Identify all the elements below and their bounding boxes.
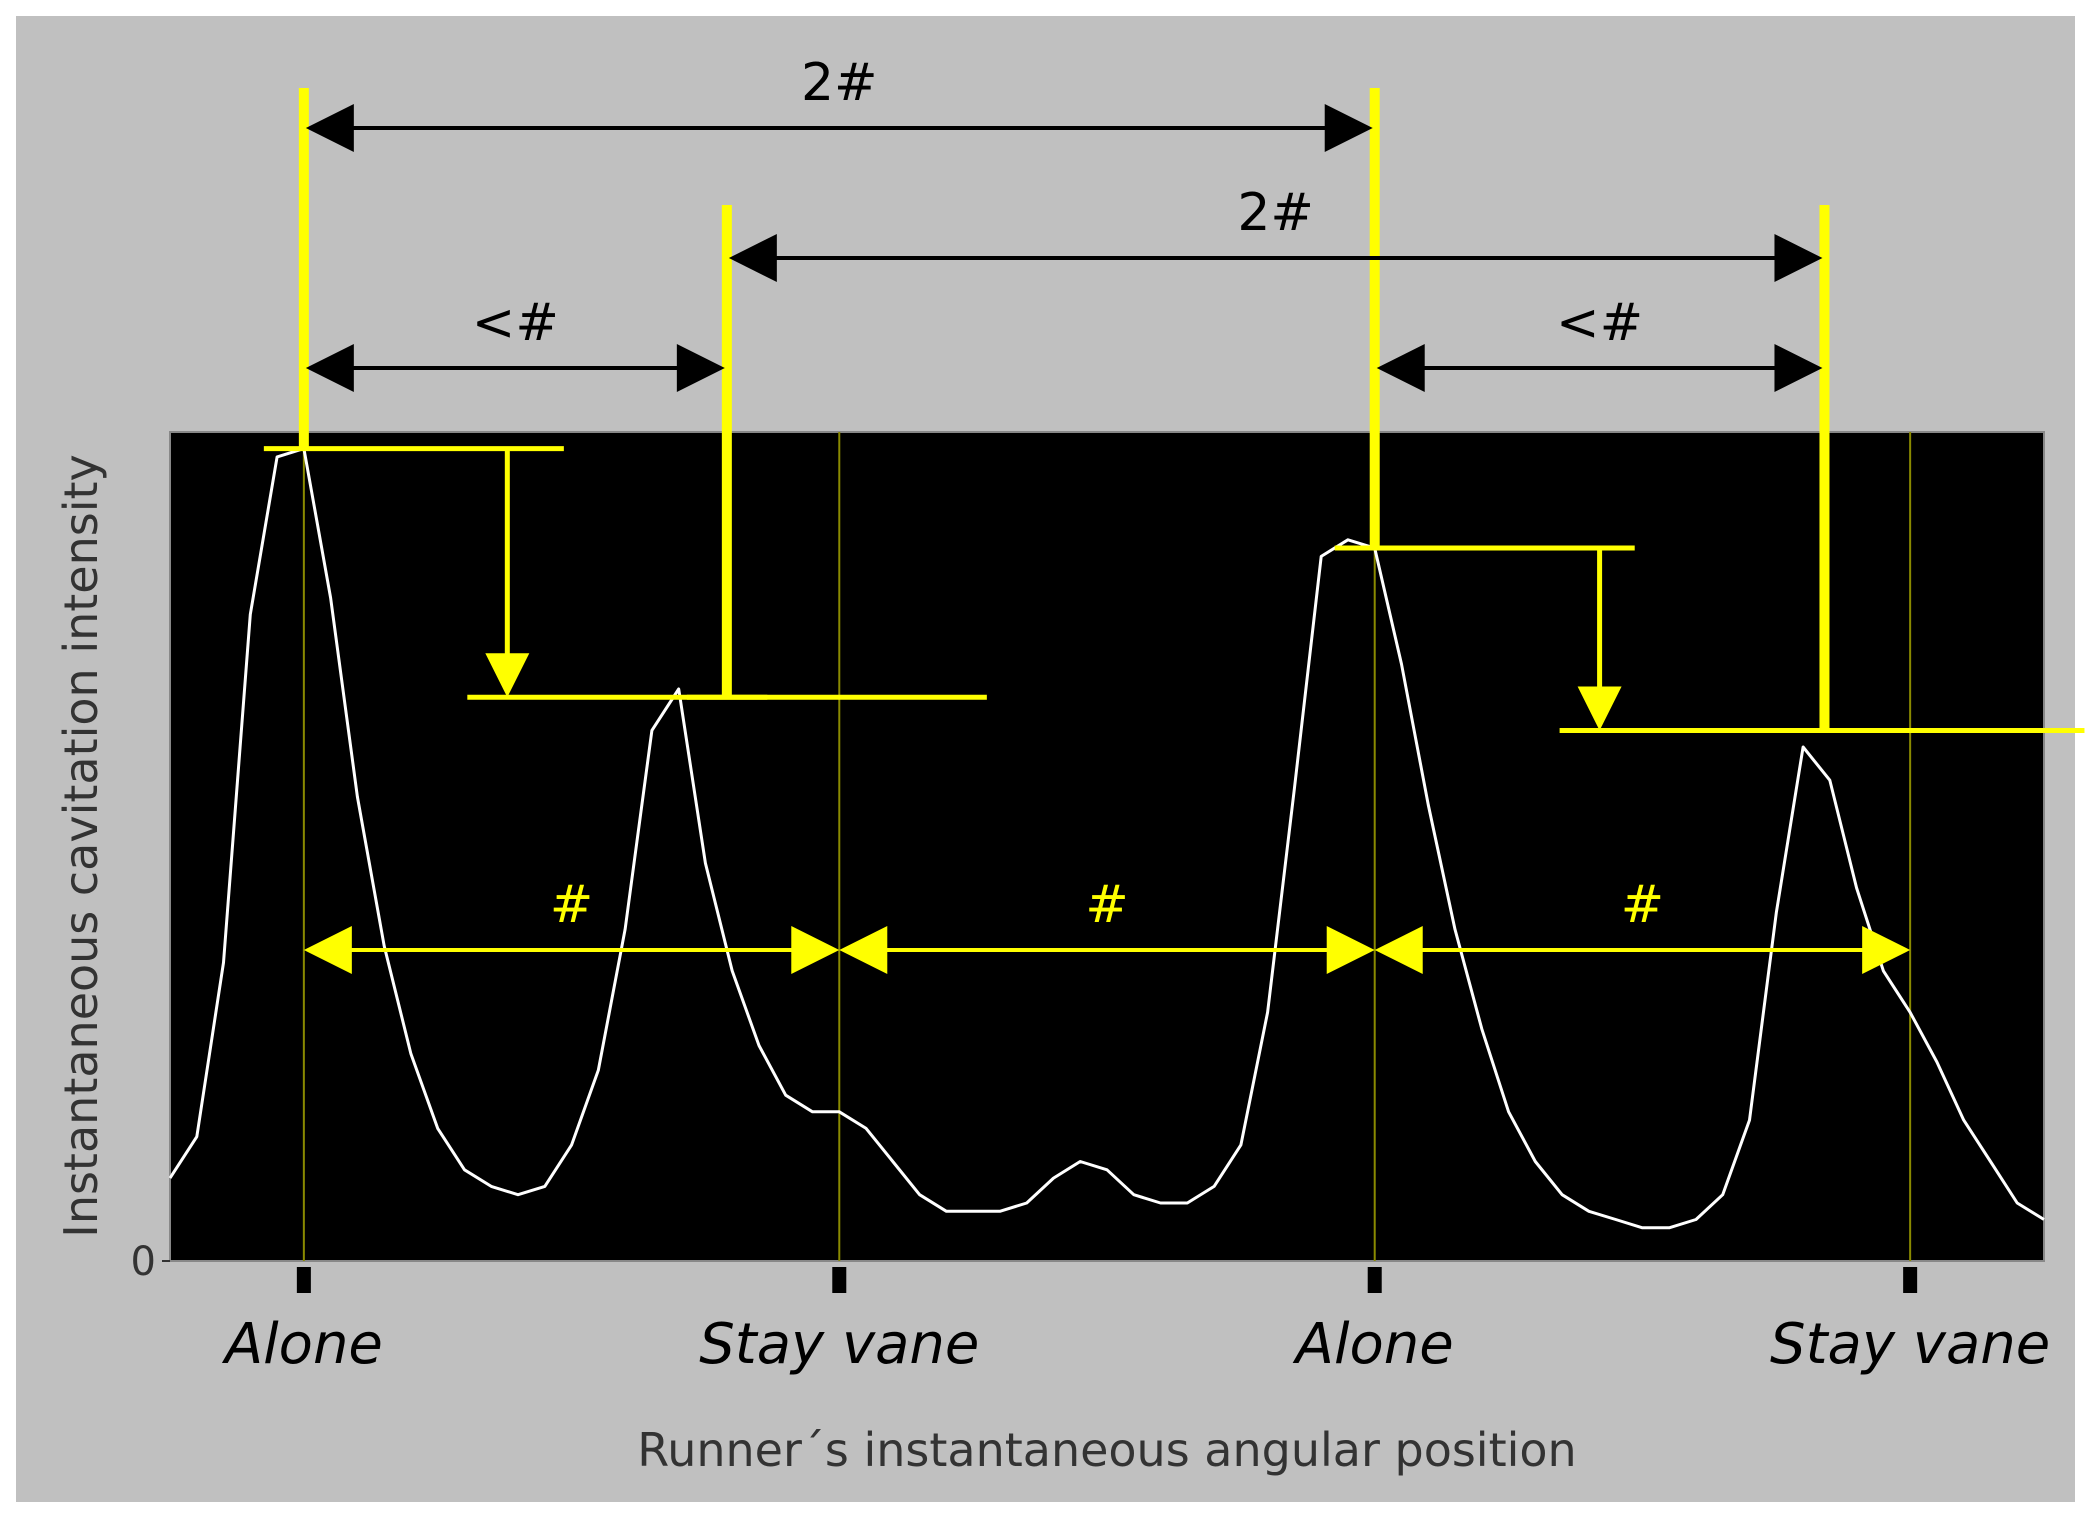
short-pitch-arrow-head-left — [1376, 344, 1425, 392]
double-pitch-arrow-head-right — [1324, 104, 1373, 152]
double-pitch-arrow-head-left — [305, 104, 354, 152]
short-pitch-arrow-head-right — [1774, 344, 1823, 392]
pitch-arrowhead-right — [791, 926, 840, 974]
short-pitch-arrow-label: <# — [1556, 293, 1643, 353]
x-tick-label: Alone — [222, 1312, 383, 1377]
x-tick-mark — [296, 1267, 311, 1293]
pitch-arrowhead-right — [1326, 926, 1375, 974]
x-tick-label: Stay vane — [1770, 1312, 2050, 1377]
double-pitch-arrow-head-left — [728, 234, 777, 282]
x-axis-label: Runner´s instantaneous angular position — [637, 1423, 1576, 1477]
annotation-layer: # # #2# 2# <# <# — [263, 53, 2085, 974]
short-pitch-arrow-label: <# — [472, 293, 559, 353]
drop-arrow-head — [485, 653, 530, 698]
pitch-arrowhead-left — [1374, 926, 1423, 974]
vertical-markers — [302, 432, 1912, 1261]
x-tick-label: Stay vane — [699, 1312, 979, 1377]
short-pitch-arrow-head-right — [676, 344, 725, 392]
y-tick-label: 0 — [131, 1239, 156, 1285]
plot-area — [169, 431, 2045, 1262]
x-tick-mark — [832, 1267, 847, 1293]
series-line-0 — [168, 447, 2045, 1230]
double-pitch-arrow-head-right — [1774, 234, 1823, 282]
pitch-label: # — [1085, 875, 1129, 935]
pitch-label: # — [1621, 875, 1665, 935]
drop-arrow-head — [1577, 686, 1622, 731]
x-tick-label: Alone — [1293, 1312, 1454, 1377]
pitch-arrowhead-right — [1862, 926, 1911, 974]
x-tick-mark — [1903, 1267, 1918, 1293]
short-pitch-arrow-head-left — [305, 344, 354, 392]
pitch-arrowhead-left — [303, 926, 352, 974]
tick-layer: 0 Alone Stay vane Alone Stay vane — [131, 1239, 2051, 1377]
double-pitch-arrow-label: 2# — [801, 53, 878, 113]
series-layer — [168, 447, 2045, 1230]
x-tick-mark — [1367, 1267, 1382, 1293]
pitch-arrowhead-left — [839, 926, 888, 974]
y-axis-label: Instantaneous cavitation intensity — [54, 454, 108, 1238]
double-pitch-arrow-label: 2# — [1237, 183, 1314, 243]
pitch-label: # — [550, 875, 594, 935]
